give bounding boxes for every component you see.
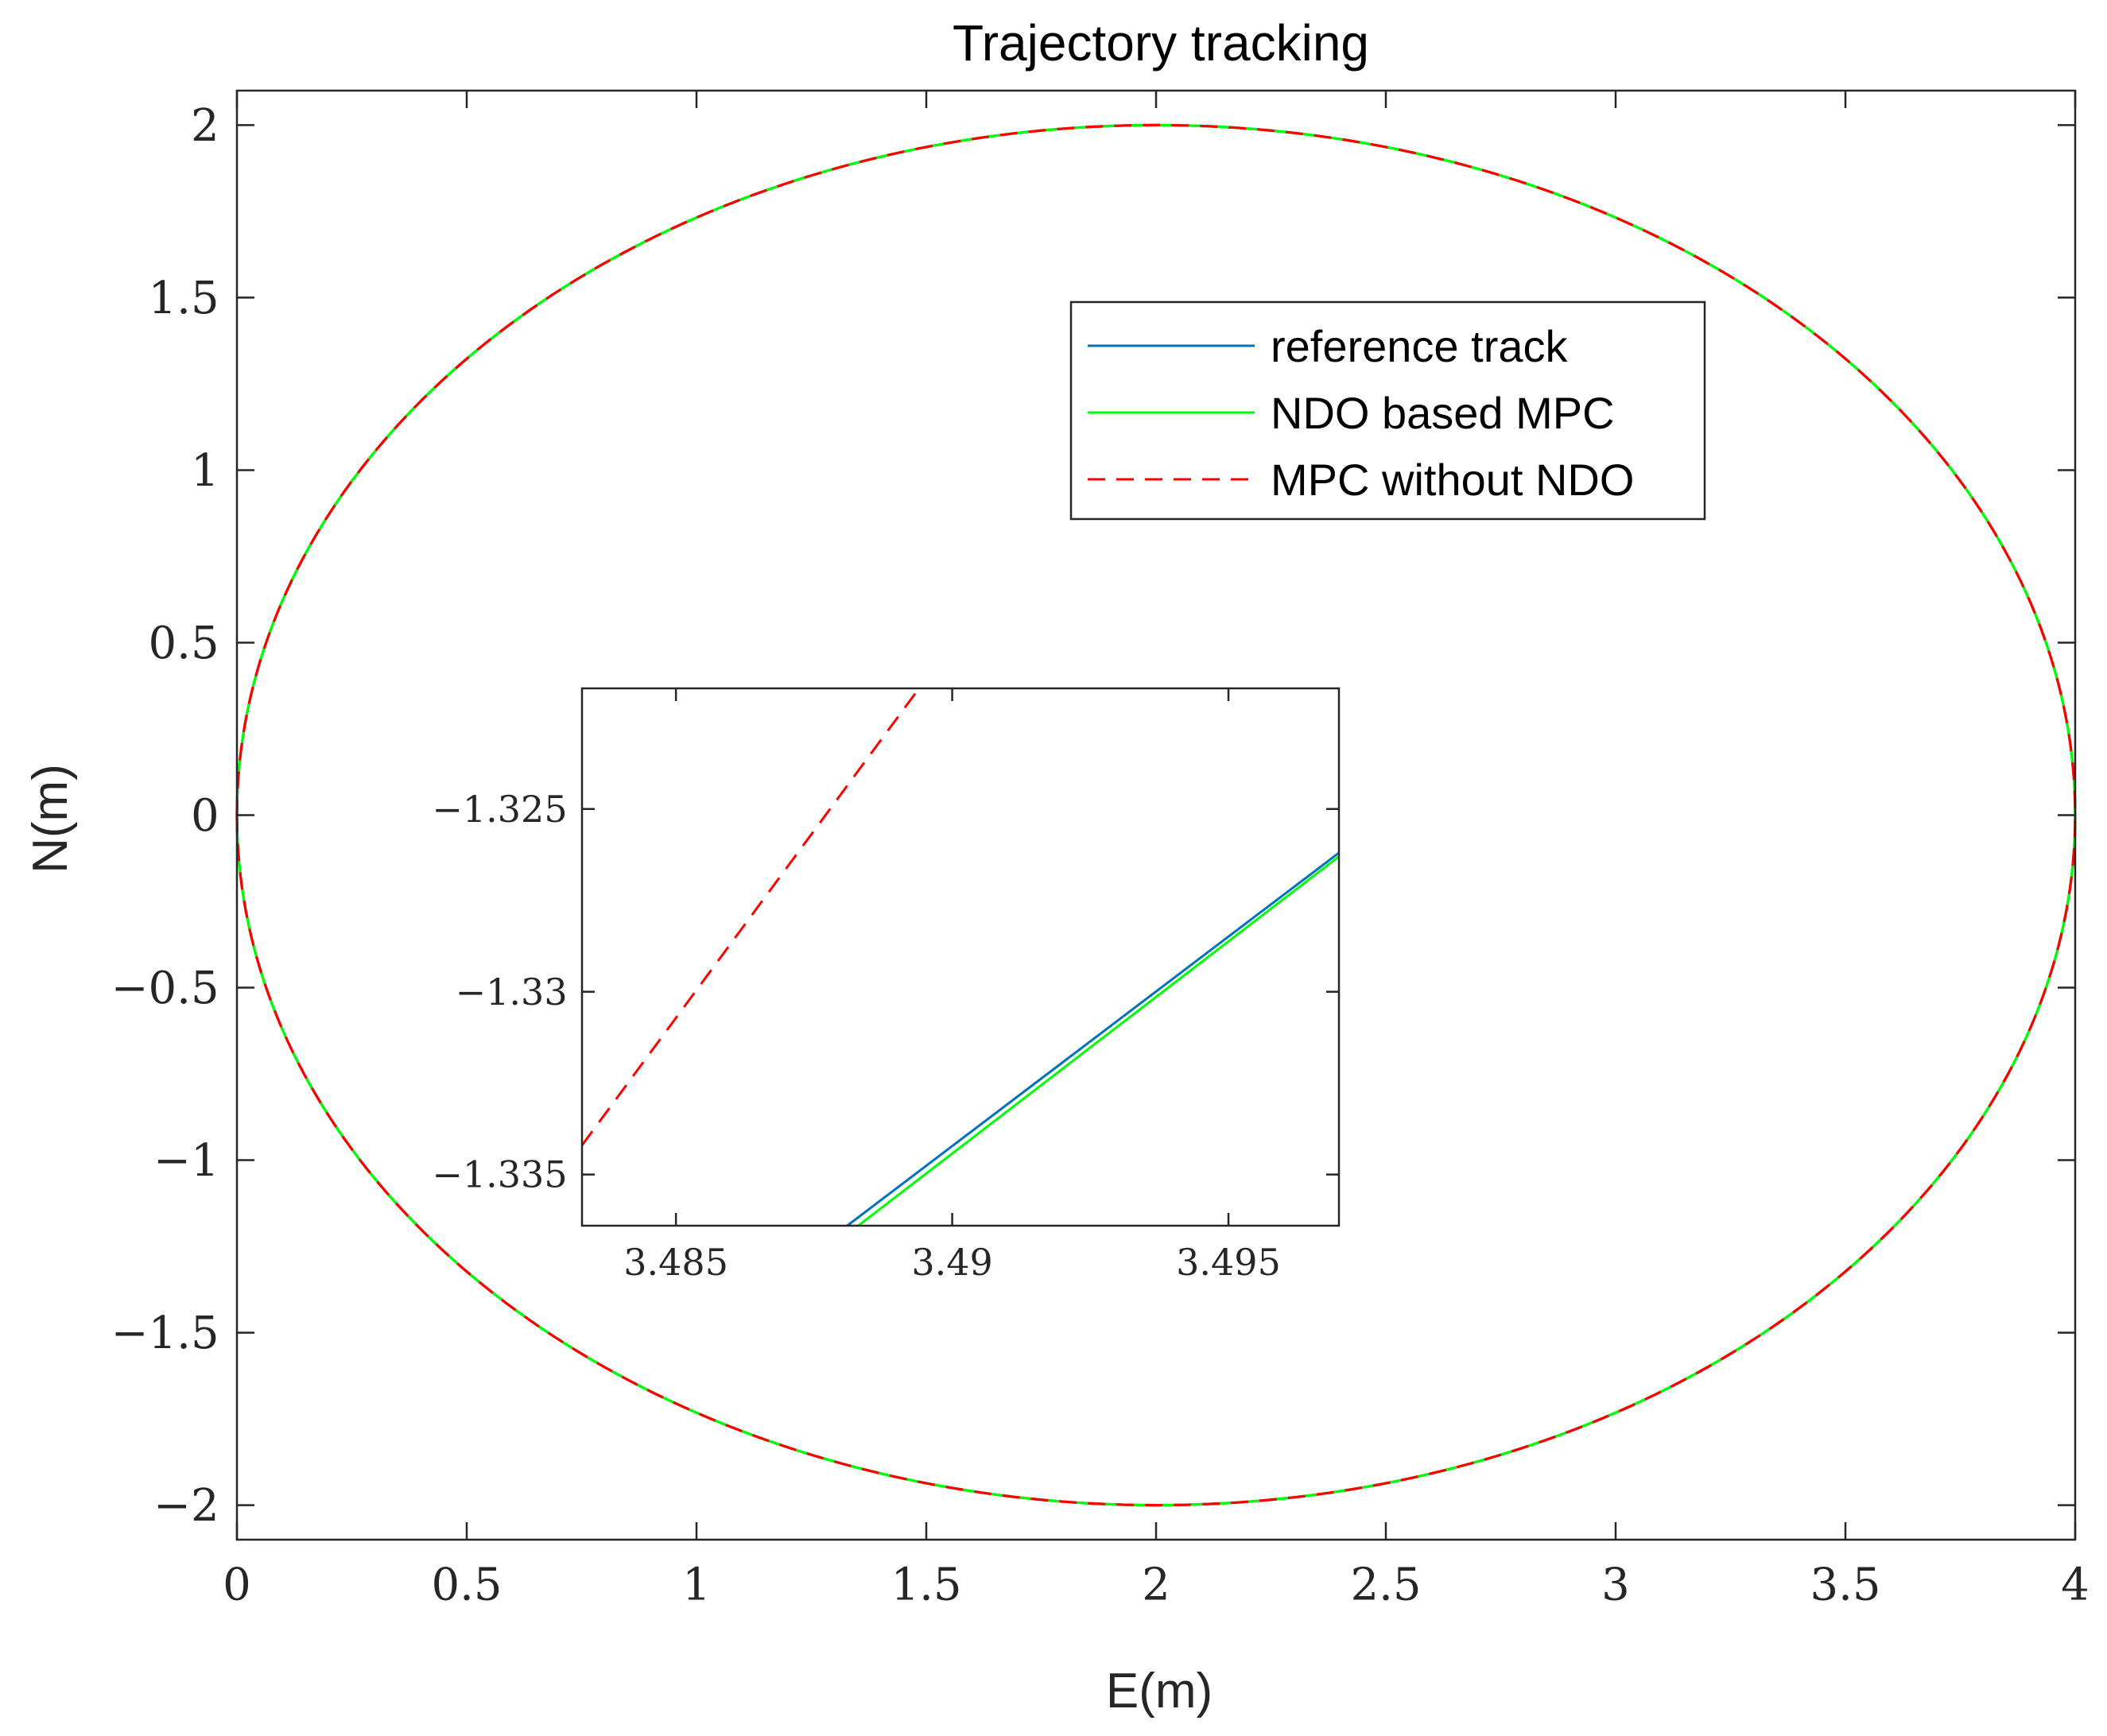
main-y-tick-label: 1 bbox=[191, 445, 219, 497]
main-axes: Trajectory tracking E(m) N(m) 0 0.5 1 1.5 2 2… bbox=[23, 14, 2090, 1719]
inset-axes-frame bbox=[580, 687, 1341, 1227]
main-x-tick-label: 0 bbox=[223, 1560, 251, 1611]
inset-x-tick-label: 3.485 bbox=[623, 1241, 728, 1284]
inset-series-line-reference-track bbox=[846, 851, 1340, 1227]
inset-y-tick-label: −1.325 bbox=[432, 788, 567, 831]
main-y-tick-label: −1 bbox=[153, 1135, 219, 1187]
inset-y-ticks: −1.325 −1.33 −1.335 bbox=[432, 788, 1339, 1196]
main-axes-frame bbox=[235, 89, 2077, 1541]
main-y-tick-label: 2 bbox=[191, 100, 219, 152]
legend-label-ndo-based-mpc: NDO based MPC bbox=[1271, 388, 1615, 438]
inset-x-tick-label: 3.495 bbox=[1176, 1241, 1281, 1284]
main-x-tick-label: 1.5 bbox=[891, 1560, 961, 1611]
inset-background bbox=[582, 688, 1339, 1226]
main-y-tick-label: 0.5 bbox=[149, 618, 219, 669]
main-x-ticks: 0 0.5 1 1.5 2 2.5 3 3.5 4 bbox=[223, 91, 2090, 1611]
legend-label-reference-track: reference track bbox=[1271, 321, 1568, 371]
inset-series-line-ndo-based-mpc bbox=[857, 855, 1340, 1227]
main-y-tick-label: −2 bbox=[153, 1480, 219, 1532]
inset-plot-area bbox=[580, 688, 1340, 1227]
main-x-tick-label: 2 bbox=[1142, 1560, 1170, 1611]
inset-y-tick-label: −1.33 bbox=[456, 971, 568, 1013]
main-x-tick-label: 3.5 bbox=[1810, 1560, 1880, 1611]
main-y-tick-label: 0 bbox=[191, 790, 219, 842]
main-x-tick-label: 0.5 bbox=[431, 1560, 502, 1611]
main-x-tick-label: 3 bbox=[1601, 1560, 1630, 1611]
main-x-tick-label: 1 bbox=[682, 1560, 711, 1611]
main-x-tick-label: 2.5 bbox=[1350, 1560, 1421, 1611]
main-x-tick-label: 4 bbox=[2061, 1560, 2090, 1611]
y-axis-label: N(m) bbox=[23, 764, 78, 874]
legend-box bbox=[1069, 300, 1706, 521]
legend: reference track NDO based MPC MPC withou… bbox=[1069, 300, 1706, 521]
chart-title: Trajectory tracking bbox=[953, 14, 1369, 72]
main-y-tick-label: −0.5 bbox=[111, 963, 219, 1014]
x-axis-label: E(m) bbox=[1106, 1664, 1213, 1719]
main-y-tick-label: −1.5 bbox=[111, 1308, 219, 1359]
inset-series-line-mpc-without-ndo bbox=[580, 688, 921, 1146]
main-y-tick-label: 1.5 bbox=[149, 273, 219, 324]
inset-x-tick-label: 3.49 bbox=[911, 1241, 992, 1284]
inset-y-tick-label: −1.335 bbox=[432, 1153, 567, 1196]
inset-axes: 3.485 3.49 3.495 −1.325 −1.33 −1.335 bbox=[432, 687, 1341, 1284]
main-y-ticks: 2 1.5 1 0.5 0 −0.5 −1 −1.5 −2 bbox=[111, 100, 2075, 1532]
inset-x-ticks: 3.485 3.49 3.495 bbox=[623, 688, 1281, 1284]
legend-label-mpc-without-ndo: MPC without NDO bbox=[1271, 455, 1634, 505]
